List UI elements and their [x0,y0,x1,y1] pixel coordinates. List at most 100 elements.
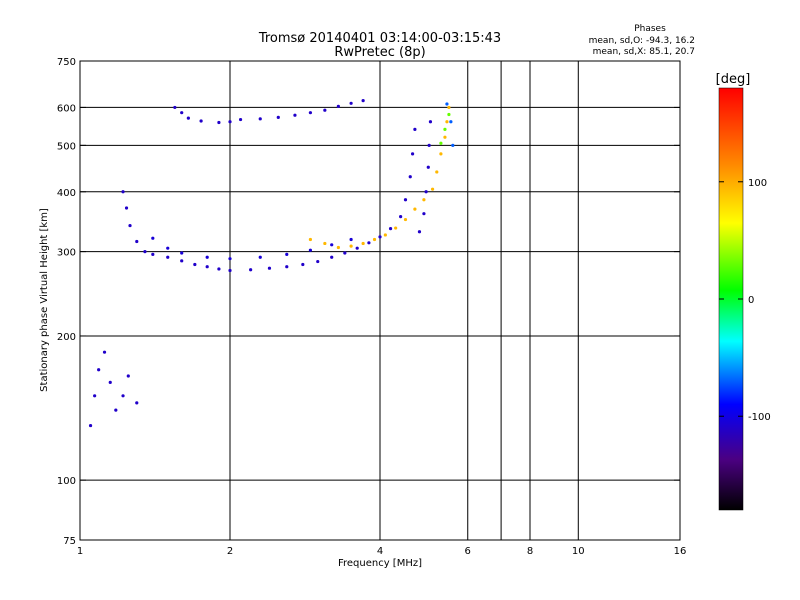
data-point-2-6 [285,252,289,257]
data-point-2-9 [349,237,353,242]
data-point-2-5 [258,255,262,259]
x-tick-label-4: 8 [527,546,533,557]
data-point-3-2 [424,190,428,194]
data-point-1-5 [151,252,155,257]
chart-title: Tromsø 20140401 03:14:00-03:15:43 [258,31,501,46]
data-point-4-4 [361,241,365,246]
colorbar-tick-label-1: 0 [748,295,754,306]
data-point-4-8 [403,217,408,222]
data-point-1-22 [388,227,393,231]
data-point-6-4 [108,380,112,384]
colorbar-tick-label-2: -100 [748,412,771,423]
legend-line-x: mean, sd,X: 85.1, 20.7 [593,47,695,57]
colorbar-label: [deg] [716,72,751,87]
data-point-2-0 [151,236,155,240]
data-point-4-14 [443,135,447,139]
data-point-1-7 [180,259,184,263]
data-point-1-20 [367,241,371,245]
data-point-1-3 [135,239,139,244]
data-point-5-0 [439,141,443,145]
data-point-4-5 [372,237,377,242]
data-point-4-15 [445,120,449,124]
y-tick-label-4: 400 [57,188,76,199]
data-point-1-15 [301,262,305,267]
colorbar-ticks: 100 0 -100 [719,178,771,423]
legend-line-o: mean, sd,O: -94.3, 16.2 [589,36,695,46]
y-axis-label: Stationary phase Virtual Height [km] [39,208,50,392]
grid-lines [80,61,680,540]
data-point-0-1 [180,111,184,115]
chart-subtitle: RwPretec (8p) [334,45,425,60]
y-tick-label-0: 75 [63,536,76,547]
data-point-2-4 [228,257,232,261]
data-points [88,98,455,428]
data-point-3-5 [428,120,433,124]
data-point-7-1 [449,120,453,124]
data-point-4-6 [383,233,387,237]
x-axis-label: Frequency [MHz] [338,558,422,569]
data-point-5-2 [447,112,451,117]
data-point-4-13 [439,152,443,156]
data-point-1-21 [378,235,382,239]
data-point-3-4 [427,143,431,147]
data-point-6-5 [114,408,118,412]
data-point-0-6 [238,117,243,122]
data-point-0-12 [336,104,340,108]
colorbar-tick-label-0: 100 [748,178,767,189]
data-point-6-6 [121,394,125,398]
data-point-1-14 [285,265,289,269]
data-point-4-3 [349,244,353,248]
data-point-6-3 [102,350,107,354]
data-point-4-16 [447,105,451,110]
data-point-6-0 [88,423,93,428]
data-point-1-12 [249,268,253,272]
x-tick-label-1: 2 [227,546,233,557]
data-point-1-24 [403,198,408,202]
data-point-1-13 [267,266,272,270]
data-point-0-3 [199,119,203,123]
x-tick-label-2: 4 [377,546,383,557]
data-point-1-1 [124,206,129,210]
data-point-1-8 [193,262,197,267]
data-point-2-2 [180,251,184,255]
x-tick-label-5: 10 [572,546,585,557]
data-point-4-11 [430,187,435,191]
data-point-0-4 [217,120,221,125]
data-point-5-1 [443,127,447,131]
data-point-1-2 [128,223,132,228]
y-tick-label-1: 100 [57,476,76,487]
data-point-0-9 [293,113,297,117]
data-point-6-8 [135,401,139,405]
x-axis-ticks: 1 2 4 6 8 10 16 [77,546,687,557]
data-point-1-10 [217,267,221,271]
data-point-1-17 [330,255,334,259]
data-point-0-0 [173,105,177,110]
data-point-0-8 [276,115,280,119]
data-point-1-6 [166,255,170,259]
data-point-4-9 [413,207,417,211]
data-point-1-0 [121,190,125,194]
data-point-6-2 [97,368,101,372]
data-point-2-3 [205,255,209,259]
data-point-1-19 [355,246,359,250]
data-point-1-26 [410,152,415,156]
data-point-2-7 [308,248,313,252]
data-point-1-4 [143,250,147,254]
colorbar: [deg] 100 0 -100 [716,72,771,511]
x-tick-label-6: 16 [674,546,687,557]
data-point-1-27 [413,127,417,131]
data-point-7-0 [445,102,449,106]
data-point-0-2 [186,116,190,120]
data-point-0-14 [361,98,365,103]
phase-legend: Phases mean, sd,O: -94.3, 16.2 mean, sd,… [589,24,695,57]
y-tick-label-5: 500 [57,141,76,152]
data-point-1-23 [399,214,403,219]
y-tick-label-3: 300 [57,248,76,259]
data-point-7-2 [451,143,455,147]
data-point-3-1 [422,212,426,216]
y-tick-label-6: 600 [57,103,76,114]
data-point-1-18 [343,251,347,255]
data-point-6-7 [126,374,130,378]
plot-frame [79,60,681,541]
